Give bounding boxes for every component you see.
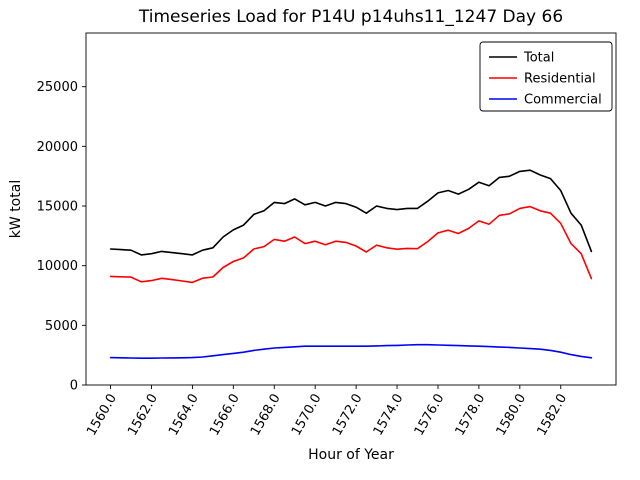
x-tick-label: 1566.0 — [207, 392, 243, 439]
y-tick-label: 15000 — [37, 200, 78, 215]
x-tick-label: 1582.0 — [534, 392, 570, 439]
y-tick-label: 0 — [70, 379, 78, 394]
legend-label-residential: Residential — [524, 72, 596, 87]
x-tick-label: 1564.0 — [166, 392, 202, 439]
y-tick-label: 5000 — [45, 319, 78, 334]
series-line-residential — [109, 205, 593, 284]
x-tick-label: 1560.0 — [84, 392, 120, 439]
series-line-commercial — [109, 343, 593, 360]
x-tick-label: 1576.0 — [412, 392, 448, 439]
x-tick-label: 1570.0 — [289, 392, 325, 439]
plot-area: 1560.0 1562.0 1564.0 1566.0 1568.0 1570.0 1572… — [37, 32, 617, 439]
series-line-total — [109, 169, 593, 256]
x-axis-label: Hour of Year — [308, 447, 394, 463]
y-tick-label: 10000 — [37, 259, 78, 274]
plot-border — [85, 32, 617, 386]
x-tick-label: 1578.0 — [453, 392, 489, 439]
legend-box — [479, 41, 613, 112]
y-tick-label: 20000 — [37, 140, 78, 155]
legend-label-commercial: Commercial — [524, 93, 602, 108]
y-tick-label: 25000 — [37, 80, 78, 95]
x-tick-label: 1574.0 — [371, 392, 407, 439]
x-tick-label: 1568.0 — [248, 392, 284, 439]
x-tick-label: 1580.0 — [494, 392, 530, 439]
chart-title: Timeseries Load for P14U p14uhs11_1247 D… — [138, 7, 563, 27]
x-tick-label: 1562.0 — [125, 392, 161, 439]
x-tick-label: 1572.0 — [330, 392, 366, 439]
legend-label-total: Total — [523, 51, 554, 66]
y-axis-label: kW total — [8, 180, 24, 238]
